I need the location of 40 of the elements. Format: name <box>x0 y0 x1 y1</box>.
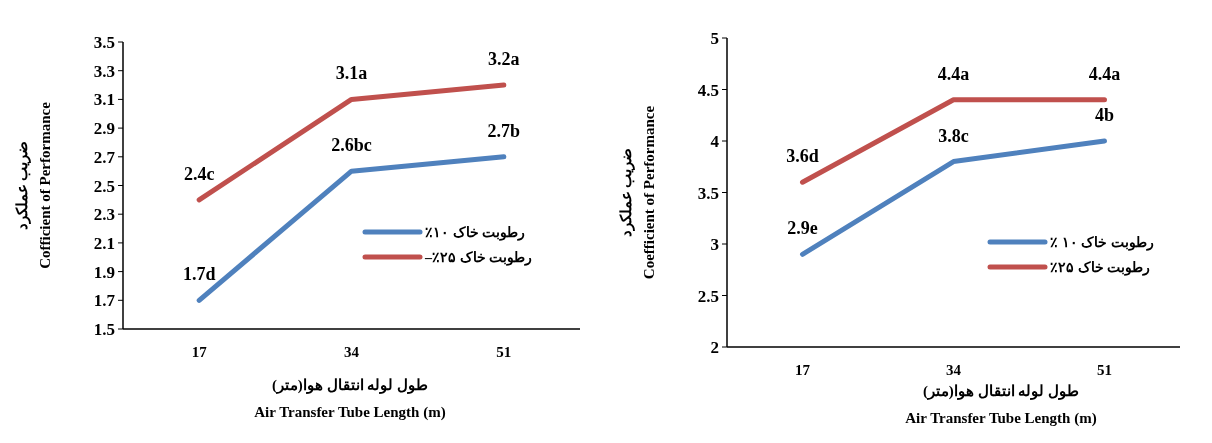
data-label: 2.9e <box>787 218 818 239</box>
data-label: 3.1a <box>335 63 368 84</box>
data-label: 4.4a <box>1088 63 1121 84</box>
data-label: 3.2a <box>488 49 520 70</box>
x-tick-label: 34 <box>946 362 962 378</box>
y-tick-label: 3.1 <box>93 90 115 110</box>
y-tick-label: 1.5 <box>93 320 115 339</box>
x-tick-label: 17 <box>795 362 811 378</box>
x-tick-label: 51 <box>496 344 512 360</box>
y-tick-label: 2.5 <box>93 176 115 196</box>
y-tick-label: 3 <box>710 235 719 254</box>
y-tick-label: 1.7 <box>93 291 116 311</box>
x-tick-label: 51 <box>1097 362 1112 378</box>
data-label: 1.7d <box>182 264 216 285</box>
data-label: 3.8c <box>938 125 969 146</box>
y-tick-label: 2.7 <box>93 147 116 167</box>
y-tick-label: 2.3 <box>93 205 115 225</box>
legend-label: رطوبت خاک ۱۰٪ <box>425 225 525 241</box>
data-label: 2.6bc <box>331 135 372 156</box>
legend-label: رطوبت خاک ۲۵٪– <box>424 250 532 266</box>
y-tick-label: 2.9 <box>93 119 115 139</box>
x-tick-label: 17 <box>191 344 208 360</box>
data-label: 4b <box>1094 105 1115 125</box>
y-tick-label: 2.1 <box>93 233 115 253</box>
y-tick-label: 3.5 <box>93 33 115 52</box>
data-label: 3.6d <box>786 146 819 167</box>
y-tick-label: 4.5 <box>697 80 719 100</box>
y-tick-label: 5 <box>710 29 719 48</box>
y-tick-label: 4 <box>710 132 720 151</box>
y-tick-label: 2 <box>710 338 719 357</box>
legend-label: رطوبت خاک ۱۰ ٪ <box>1050 235 1154 251</box>
legend-label: رطوبت خاک ۲۵٪ <box>1050 260 1150 276</box>
data-label: 4.4a <box>937 63 970 84</box>
data-label: 2.7b <box>487 120 521 141</box>
data-label: 2.4c <box>183 163 215 184</box>
y-tick-label: 3.5 <box>697 183 719 203</box>
y-tick-label: 2.5 <box>697 286 719 306</box>
y-tick-label: 3.3 <box>93 61 115 81</box>
y-tick-label: 1.9 <box>93 262 115 282</box>
x-tick-label: 34 <box>344 344 360 360</box>
